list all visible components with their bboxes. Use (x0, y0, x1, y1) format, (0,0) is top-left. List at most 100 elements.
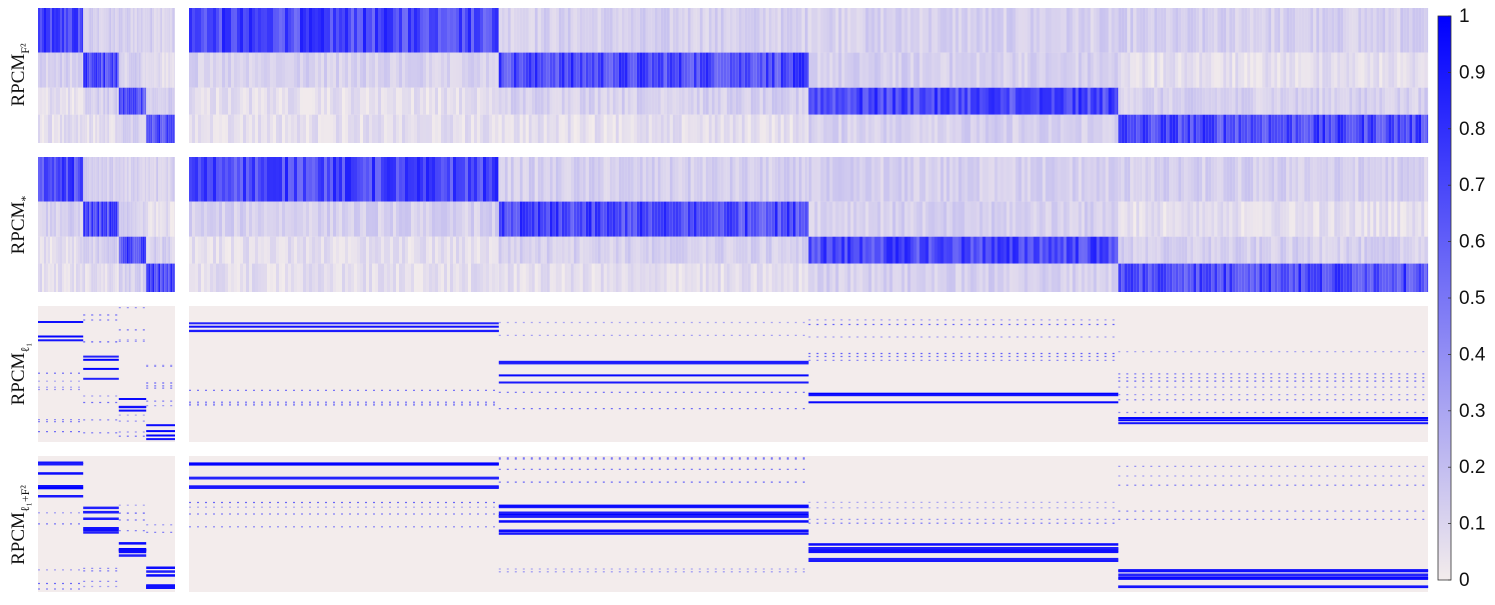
heatmap-cell (1259, 52, 1263, 88)
heatmap-cell (1265, 114, 1269, 143)
heatmap-cell (1087, 263, 1091, 292)
heatmap-cell (471, 201, 474, 237)
heatmap-cell (1340, 157, 1344, 202)
heatmap-cell (1235, 114, 1239, 143)
heatmap-cell (1271, 52, 1275, 88)
heatmap-cell (267, 52, 270, 88)
heatmap-cell (378, 87, 381, 115)
heatmap-cell (40, 263, 42, 292)
heatmap-cell (657, 201, 661, 237)
heatmap-line (808, 550, 1119, 554)
heatmap-cell (441, 236, 444, 264)
heatmap-cell (342, 114, 345, 143)
heatmap-cell (1409, 201, 1413, 237)
heatmap-cell (85, 157, 88, 202)
heatmap-cell (738, 87, 742, 115)
heatmap-cell (844, 87, 848, 115)
heatmap-cell (1376, 52, 1380, 88)
heatmap-cell (204, 87, 207, 115)
heatmap-cell (594, 52, 598, 88)
heatmap-cell (546, 114, 550, 143)
heatmap-cell (432, 87, 435, 115)
heatmap-cell (1072, 114, 1076, 143)
heatmap-cell (645, 201, 649, 237)
heatmap-cell (955, 157, 959, 202)
heatmap-cell (726, 52, 730, 88)
heatmap-cell (1313, 114, 1317, 143)
heatmap-cell (820, 236, 824, 264)
heatmap-cell (970, 8, 974, 53)
heatmap-cell (234, 87, 237, 115)
heatmap-cell (294, 8, 297, 53)
heatmap-cell (850, 114, 854, 143)
heatmap-cell (459, 114, 462, 143)
heatmap-cell (1382, 87, 1386, 115)
heatmap-cell (1331, 201, 1335, 237)
heatmap-cell (901, 201, 905, 237)
heatmap-cell (663, 263, 667, 292)
heatmap-cell (1202, 201, 1206, 237)
heatmap-line (498, 529, 809, 532)
heatmap-cell (1211, 52, 1215, 88)
heatmap-cell (937, 114, 941, 143)
heatmap-line (38, 335, 84, 338)
heatmap-cell (931, 114, 935, 143)
heatmap-cell (1063, 52, 1067, 88)
heatmap-cell (543, 52, 547, 88)
heatmap-cell (801, 87, 805, 115)
heatmap-cell (801, 201, 805, 237)
heatmap-cell (1202, 52, 1206, 88)
heatmap-cell (66, 87, 68, 115)
heatmap-cell (471, 87, 474, 115)
heatmap-cell (1030, 114, 1034, 143)
heatmap-cell (1268, 114, 1272, 143)
heatmap-cell (1018, 8, 1022, 53)
heatmap-cell (699, 157, 703, 202)
heatmap-cell (567, 201, 571, 237)
heatmap-cell (600, 236, 604, 264)
heatmap-cell (1331, 263, 1335, 292)
heatmap-cell (387, 236, 390, 264)
heatmap-cell (501, 8, 505, 53)
heatmap-cell (801, 236, 805, 264)
heatmap-cell (832, 114, 836, 143)
heatmap-cell (594, 157, 598, 202)
heatmap-cell (1181, 52, 1185, 88)
heatmap-line (498, 520, 809, 523)
heatmap-cell (85, 87, 88, 115)
heatmap-cell (255, 263, 258, 292)
heatmap-cell (1142, 87, 1146, 115)
heatmap-cell (152, 114, 155, 143)
heatmap-cell (40, 87, 42, 115)
heatmap-cell (1259, 263, 1263, 292)
heatmap-cell (516, 263, 520, 292)
heatmap-cell (417, 114, 420, 143)
heatmap-cell (1250, 201, 1254, 237)
heatmap-cell (759, 8, 763, 53)
heatmap-cell (823, 52, 827, 88)
heatmap-cell (621, 201, 625, 237)
heatmap-cell (964, 52, 968, 88)
heatmap-cell (546, 157, 550, 202)
heatmap-cell (375, 52, 378, 88)
heatmap-cell (166, 157, 169, 202)
heatmap-cell (363, 201, 366, 237)
heatmap-cell (198, 201, 201, 237)
heatmap-line (38, 486, 84, 490)
heatmap-cell (134, 263, 137, 292)
heatmap-cell (955, 201, 959, 237)
heatmap-cell (1045, 201, 1049, 237)
heatmap-cell (1027, 236, 1031, 264)
heatmap-cell (1226, 201, 1230, 237)
heatmap-cell (1328, 52, 1332, 88)
heatmap-cell (1118, 263, 1122, 292)
heatmap-cell (366, 236, 369, 264)
heatmap-cell (510, 8, 514, 53)
heatmap-cell (1157, 236, 1161, 264)
heatmap-cell (492, 87, 495, 115)
heatmap-cell (1370, 114, 1374, 143)
heatmap-cell (1051, 114, 1055, 143)
heatmap-cell (609, 87, 613, 115)
heatmap-cell (68, 201, 70, 237)
heatmap-cell (1130, 114, 1134, 143)
